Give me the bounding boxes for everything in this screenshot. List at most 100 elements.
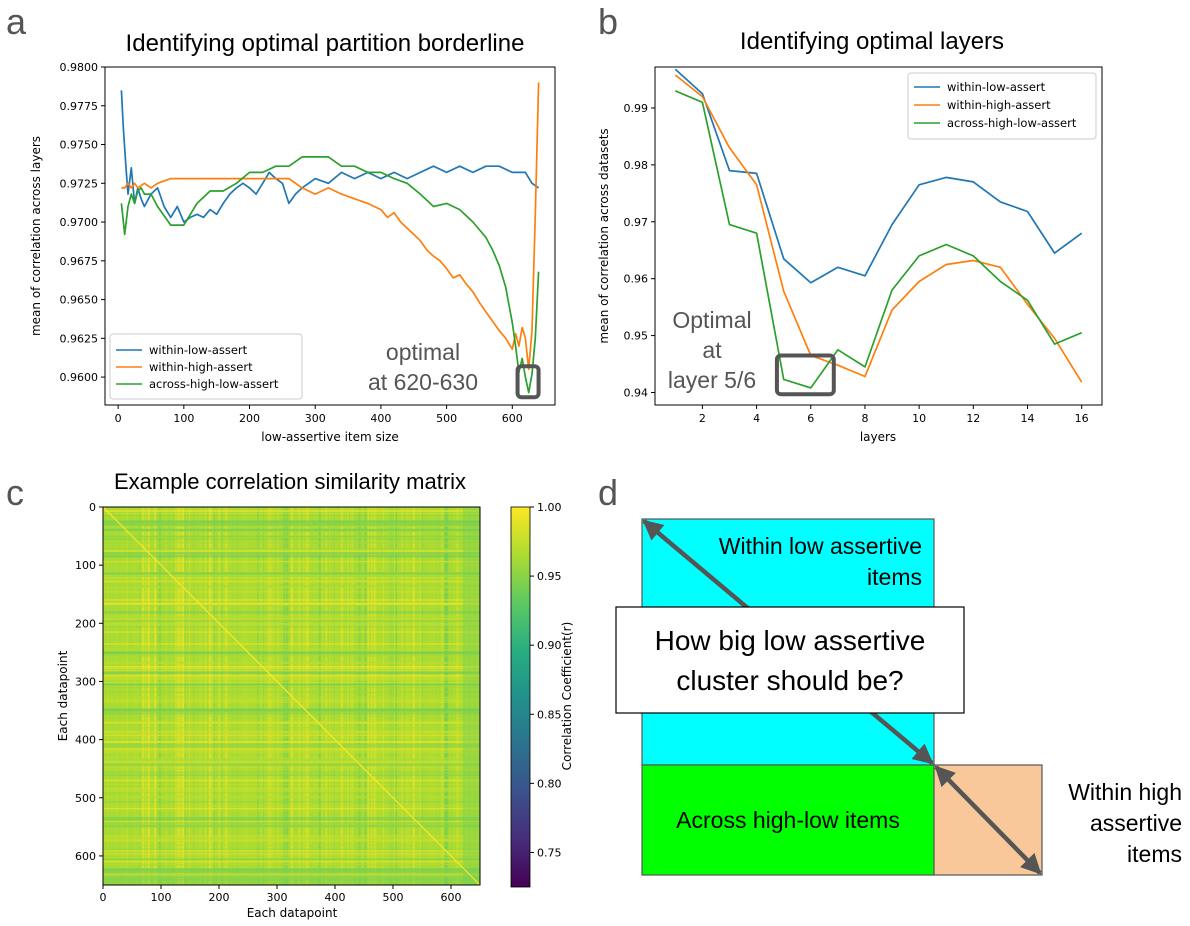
panel-c-xtick-label: 200 [209,891,230,904]
colorbar [510,506,531,888]
heatmap-row-band [103,857,480,858]
heatmap-column-band [237,507,239,885]
heatmap-row-band [103,515,480,516]
heatmap-column-band [348,507,350,885]
heatmap-column-band [257,507,259,885]
panel-c-chart: 0 100 200 300 400 500 600 0100200300400500600 … [56,501,574,920]
panel-b-xtick-label: 6 [807,412,814,425]
heatmap-column-band [162,507,164,885]
heatmap-column-band [177,507,179,885]
panel-a-series-within-high-assert [121,82,540,371]
panel-letter-c: c [6,472,24,513]
heatmap-row-band [103,575,480,577]
panel-c-axes-frame [102,506,481,886]
heatmap-row-band [103,676,480,678]
heatmap-column-band [469,507,472,885]
heatmap-column-band [370,507,372,885]
heatmap-row-band [103,561,480,563]
heatmap-row-band [103,867,480,869]
heatmap-row-band [103,699,480,702]
high-assertive-label-line1: Within high [1068,779,1182,805]
heatmap-column-band [154,507,157,885]
heatmap-column-band [391,507,393,885]
heatmap-row-band [103,655,480,657]
panel-letter-b: b [598,1,618,42]
heatmap-column-band [261,507,263,885]
heatmap-column-band [456,507,459,885]
heatmap-row-band [103,818,480,821]
heatmap-column-band [465,507,467,885]
heatmap-column-band [311,507,313,885]
panel-c-xtick-label: 0 [100,891,107,904]
heatmap-column-band [351,507,353,885]
correlation-heatmap [102,506,481,886]
heatmap-row-band [103,677,480,680]
heatmap-column-band [195,507,197,885]
heatmap-row-band [103,701,480,703]
panel-b-xtick-label: 4 [753,412,760,425]
panel-b-xtick-label: 16 [1075,412,1089,425]
heatmap-column-band [320,507,322,885]
heatmap-row-band [103,697,480,699]
heatmap-column-band [145,507,147,885]
panel-a-annotation-line2: at 620-630 [368,369,478,395]
heatmap-row-band [103,535,480,539]
heatmap-row-band [103,790,480,792]
panel-b-title: Identifying optimal layers [740,28,1004,55]
heatmap-column-band [184,507,187,885]
heatmap-column-band [158,507,162,885]
heatmap-column-band [370,507,373,885]
heatmap-column-band [355,507,359,885]
heatmap-column-band [444,507,447,885]
heatmap-column-band [327,507,330,885]
heatmap-column-band [334,507,337,885]
heatmap-row-band [103,651,480,654]
heatmap-row-band [103,524,480,527]
heatmap-column-band [403,507,406,885]
high-assertive-label-line2: assertive [1090,810,1182,836]
heatmap-row-band [103,686,480,688]
panel-b-legend: within-low-assert within-high-assert acr… [907,72,1097,140]
panel-b-ytick-label: 0.97 [624,216,649,229]
heatmap-column-band [227,507,228,885]
heatmap-row-band [103,678,480,681]
heatmap-column-band [179,507,182,885]
heatmap-row-band [103,654,480,656]
colorbar-tick-label: 0.85 [537,708,562,721]
heatmap-row-band [103,573,480,575]
heatmap-column-band [366,507,368,885]
panel-a-ytick-label: 0.9725 [60,177,99,190]
panel-b-series-across-high-low-assert [674,90,1083,389]
heatmap-row-band [103,748,480,750]
panel-b-ytick-label: 0.96 [624,273,649,286]
heatmap-column-band [326,507,329,885]
heatmap-column-band [218,507,221,885]
heatmap-row-band [103,691,480,693]
panel-a-xtick-label: 200 [239,412,260,425]
heatmap-column-band [270,507,271,885]
colorbar-tick-label: 0.95 [537,570,562,583]
heatmap-row-band [103,876,480,879]
heatmap-column-band [187,507,189,885]
heatmap-row-band [103,879,480,881]
heatmap-column-band [388,507,391,885]
heatmap-row-band [103,727,480,729]
heatmap-column-band [366,507,369,885]
heatmap-column-band [205,507,208,885]
panel-b-optimal-box [774,353,836,397]
heatmap-column-band [285,507,289,885]
panel-c-xtick-label: 500 [383,891,404,904]
heatmap-column-band [198,507,199,885]
heatmap-column-band [475,507,479,885]
heatmap-row-band [103,709,480,712]
panel-a-legend: within-low-assert within-high-assert acr… [109,333,303,400]
heatmap-row-band [103,841,480,842]
colorbar-label: Correlation Coefficient(r) [560,622,574,771]
panel-c-ytick-label: 500 [75,792,96,805]
heatmap-row-band [103,857,480,859]
panel-b-xlabel: layers [860,430,896,444]
panel-c-xtick-label: 100 [151,891,172,904]
heatmap-column-band [148,507,149,885]
question-line1: How big low assertive [655,625,926,656]
heatmap-column-band [358,507,360,885]
